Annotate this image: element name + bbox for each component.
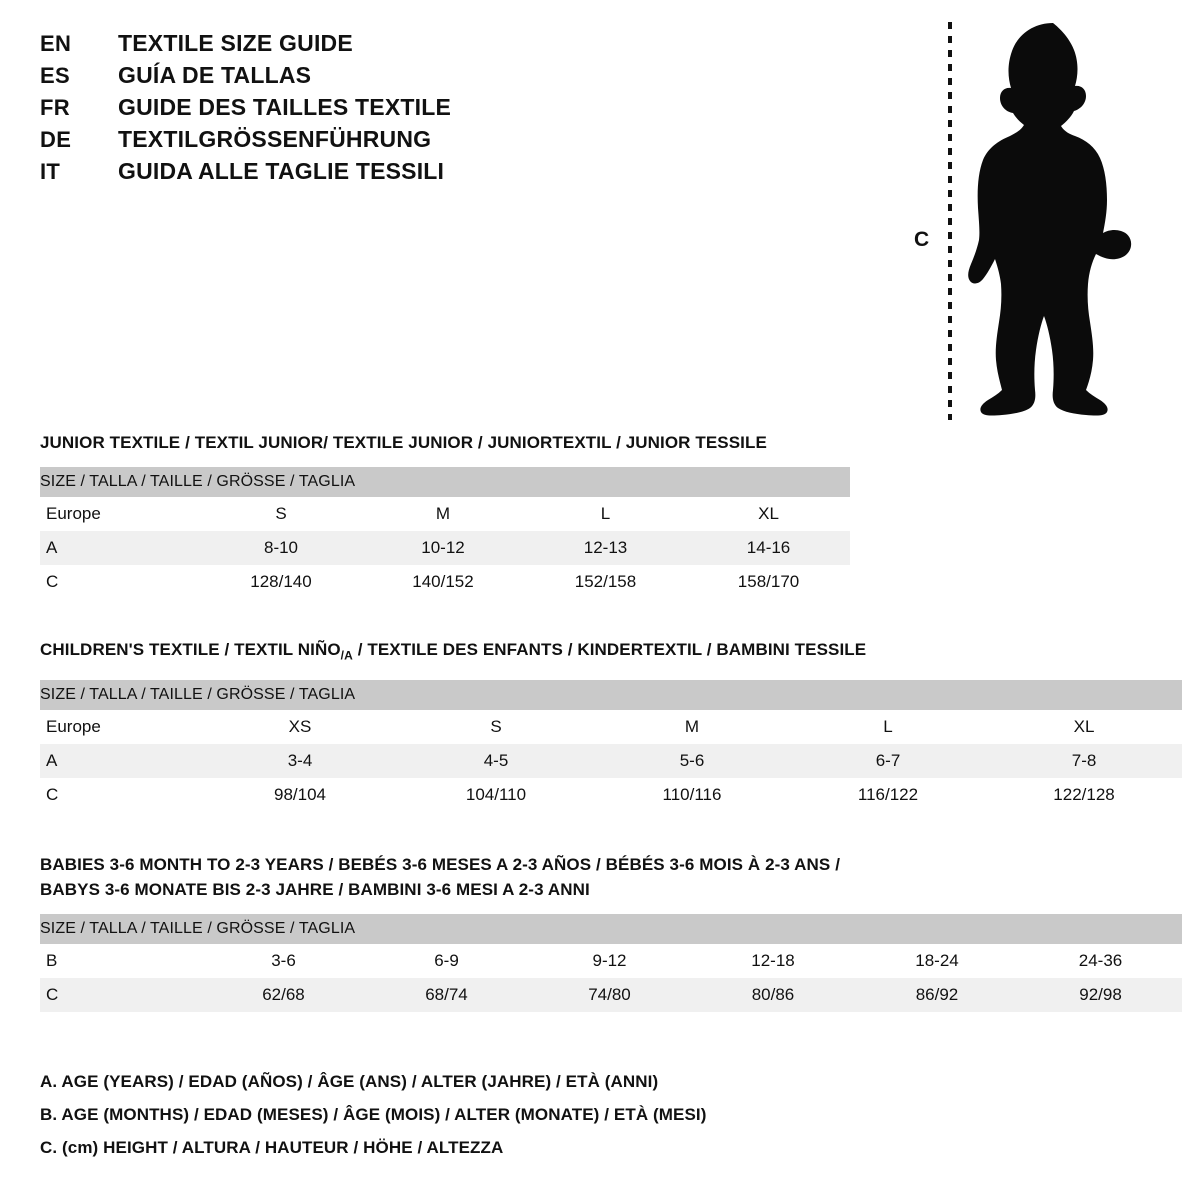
language-title-block: EN TEXTILE SIZE GUIDE ES GUÍA DE TALLAS … xyxy=(40,30,600,190)
table-row: A 8-10 10-12 12-13 14-16 xyxy=(40,531,851,565)
junior-age-col-2: 10-12 xyxy=(362,531,524,565)
table-row: Europe S M L XL xyxy=(40,497,851,531)
table-row: C 62/68 68/74 74/80 80/86 86/92 92/98 xyxy=(40,978,1183,1012)
babies-months-col-3: 9-12 xyxy=(528,944,691,978)
children-height-col-3: 110/116 xyxy=(594,778,790,813)
legend-block: A. AGE (YEARS) / EDAD (AÑOS) / ÂGE (ANS)… xyxy=(40,1065,940,1164)
children-age-col-2: 4-5 xyxy=(398,744,594,779)
children-age-col-5: 7-8 xyxy=(986,744,1183,779)
junior-europe-col-4: XL xyxy=(687,497,851,531)
section-junior-textile: JUNIOR TEXTILE / TEXTIL JUNIOR/ TEXTILE … xyxy=(40,430,851,599)
babies-size-table: SIZE / TALLA / TAILLE / GRÖSSE / TAGLIA … xyxy=(40,914,1183,1012)
language-row-es: ES GUÍA DE TALLAS xyxy=(40,62,600,94)
junior-row-label-a: A xyxy=(40,531,200,565)
children-row-label-a: A xyxy=(40,744,202,779)
language-row-fr: FR GUIDE DES TAILLES TEXTILE xyxy=(40,94,600,126)
children-age-col-3: 5-6 xyxy=(594,744,790,779)
language-code-fr: FR xyxy=(40,95,70,120)
babies-months-col-1: 3-6 xyxy=(202,944,365,978)
language-title-it: GUIDA ALLE TAGLIE TESSILI xyxy=(118,158,445,184)
babies-months-col-2: 6-9 xyxy=(365,944,528,978)
junior-row-label-europe: Europe xyxy=(40,497,200,531)
babies-height-col-1: 62/68 xyxy=(202,978,365,1012)
section-heading-children-pre: CHILDREN'S TEXTILE / TEXTIL NIÑO xyxy=(40,640,341,659)
language-row-it: IT GUIDA ALLE TAGLIE TESSILI xyxy=(40,158,600,190)
junior-age-col-3: 12-13 xyxy=(524,531,687,565)
language-code-en: EN xyxy=(40,31,72,56)
language-title-fr: GUIDE DES TAILLES TEXTILE xyxy=(118,94,451,120)
vertical-dashed-measure-line xyxy=(948,22,952,420)
junior-age-col-1: 8-10 xyxy=(200,531,362,565)
legend-line-c: C. (cm) HEIGHT / ALTURA / HAUTEUR / HÖHE… xyxy=(40,1138,504,1157)
table-row: A 3-4 4-5 5-6 6-7 7-8 xyxy=(40,744,1183,779)
babies-row-label-b: B xyxy=(40,944,202,978)
language-row-en: EN TEXTILE SIZE GUIDE xyxy=(40,30,600,62)
children-row-label-europe: Europe xyxy=(40,710,202,745)
section-heading-babies-line2: BABYS 3-6 MONATE BIS 2-3 JAHRE / BAMBINI… xyxy=(40,880,590,899)
babies-months-col-4: 12-18 xyxy=(691,944,855,978)
junior-size-bar-row: SIZE / TALLA / TAILLE / GRÖSSE / TAGLIA xyxy=(40,467,851,497)
babies-months-col-5: 18-24 xyxy=(855,944,1019,978)
table-row: C 98/104 104/110 110/116 116/122 122/128 xyxy=(40,778,1183,813)
babies-size-bar-row: SIZE / TALLA / TAILLE / GRÖSSE / TAGLIA xyxy=(40,914,1183,944)
language-title-en: TEXTILE SIZE GUIDE xyxy=(118,30,353,56)
babies-height-col-4: 80/86 xyxy=(691,978,855,1012)
language-code-de: DE xyxy=(40,127,72,152)
section-heading-children: CHILDREN'S TEXTILE / TEXTIL NIÑO/A / TEX… xyxy=(40,637,1182,668)
child-silhouette-icon xyxy=(968,23,1132,416)
section-children-textile: CHILDREN'S TEXTILE / TEXTIL NIÑO/A / TEX… xyxy=(40,637,1183,813)
babies-height-col-2: 68/74 xyxy=(365,978,528,1012)
children-europe-col-1: XS xyxy=(202,710,398,745)
babies-row-label-c: C xyxy=(40,978,202,1012)
legend-line-b: B. AGE (MONTHS) / EDAD (MESES) / ÂGE (MO… xyxy=(40,1105,707,1124)
language-row-de: DE TEXTILGRÖSSENFÜHRUNG xyxy=(40,126,600,158)
babies-months-col-6: 24-36 xyxy=(1019,944,1183,978)
babies-size-bar-label: SIZE / TALLA / TAILLE / GRÖSSE / TAGLIA xyxy=(40,914,1183,944)
children-age-col-4: 6-7 xyxy=(790,744,986,779)
children-size-bar-row: SIZE / TALLA / TAILLE / GRÖSSE / TAGLIA xyxy=(40,680,1183,711)
junior-height-col-2: 140/152 xyxy=(362,565,524,599)
junior-age-col-4: 14-16 xyxy=(687,531,851,565)
children-europe-col-2: S xyxy=(398,710,594,745)
section-heading-junior: JUNIOR TEXTILE / TEXTIL JUNIOR/ TEXTILE … xyxy=(40,433,767,452)
children-europe-col-3: M xyxy=(594,710,790,745)
junior-row-label-c: C xyxy=(40,565,200,599)
children-europe-col-4: L xyxy=(790,710,986,745)
children-height-col-1: 98/104 xyxy=(202,778,398,813)
junior-size-table: SIZE / TALLA / TAILLE / GRÖSSE / TAGLIA … xyxy=(40,467,851,599)
legend-line-a: A. AGE (YEARS) / EDAD (AÑOS) / ÂGE (ANS)… xyxy=(40,1072,659,1091)
language-title-de: TEXTILGRÖSSENFÜHRUNG xyxy=(118,126,432,152)
section-heading-babies-line1: BABIES 3-6 MONTH TO 2-3 YEARS / BEBÉS 3-… xyxy=(40,855,841,874)
table-row: B 3-6 6-9 9-12 12-18 18-24 24-36 xyxy=(40,944,1183,978)
measure-label-c: C xyxy=(914,228,930,251)
language-title-es: GUÍA DE TALLAS xyxy=(118,62,312,88)
table-row: Europe XS S M L XL xyxy=(40,710,1183,745)
children-europe-col-5: XL xyxy=(986,710,1183,745)
language-code-es: ES xyxy=(40,63,70,88)
table-row: C 128/140 140/152 152/158 158/170 xyxy=(40,565,851,599)
children-size-bar-label: SIZE / TALLA / TAILLE / GRÖSSE / TAGLIA xyxy=(40,680,1183,711)
babies-height-col-3: 74/80 xyxy=(528,978,691,1012)
babies-height-col-6: 92/98 xyxy=(1019,978,1183,1012)
height-measure-figure: C xyxy=(900,10,1160,430)
junior-europe-col-2: M xyxy=(362,497,524,531)
children-age-col-1: 3-4 xyxy=(202,744,398,779)
section-heading-children-post: / TEXTILE DES ENFANTS / KINDERTEXTIL / B… xyxy=(352,640,867,659)
children-row-label-c: C xyxy=(40,778,202,813)
children-height-col-4: 116/122 xyxy=(790,778,986,813)
junior-europe-col-3: L xyxy=(524,497,687,531)
junior-height-col-4: 158/170 xyxy=(687,565,851,599)
babies-height-col-5: 86/92 xyxy=(855,978,1019,1012)
junior-height-col-3: 152/158 xyxy=(524,565,687,599)
section-heading-children-sub: /A xyxy=(340,648,353,663)
section-babies-textile: BABIES 3-6 MONTH TO 2-3 YEARS / BEBÉS 3-… xyxy=(40,852,1183,1012)
junior-height-col-1: 128/140 xyxy=(200,565,362,599)
junior-size-bar-label: SIZE / TALLA / TAILLE / GRÖSSE / TAGLIA xyxy=(40,467,851,497)
children-size-table: SIZE / TALLA / TAILLE / GRÖSSE / TAGLIA … xyxy=(40,680,1183,813)
children-height-col-2: 104/110 xyxy=(398,778,594,813)
language-code-it: IT xyxy=(40,159,61,184)
children-height-col-5: 122/128 xyxy=(986,778,1183,813)
junior-europe-col-1: S xyxy=(200,497,362,531)
